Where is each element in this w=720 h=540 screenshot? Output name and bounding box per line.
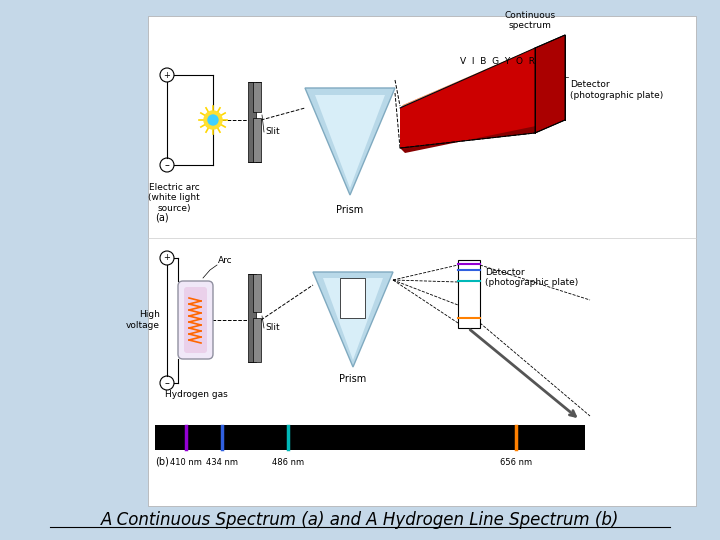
Polygon shape: [313, 272, 393, 367]
Text: 656 nm: 656 nm: [500, 458, 532, 467]
Text: Prism: Prism: [336, 205, 364, 215]
Polygon shape: [402, 37, 561, 106]
Text: Electric arc
(white light
source): Electric arc (white light source): [148, 183, 200, 213]
FancyBboxPatch shape: [184, 287, 207, 353]
FancyBboxPatch shape: [178, 281, 213, 359]
Bar: [253, 118, 261, 162]
Bar: [148, 16, 696, 506]
Text: –: –: [165, 378, 169, 388]
Bar: [253, 82, 261, 112]
Polygon shape: [400, 48, 535, 148]
Text: Continuous
spectrum: Continuous spectrum: [505, 11, 556, 30]
Polygon shape: [402, 35, 565, 105]
Text: 410 nm: 410 nm: [170, 458, 202, 467]
Polygon shape: [401, 43, 548, 107]
Text: +: +: [163, 71, 171, 79]
Text: –: –: [165, 160, 169, 170]
Text: High
voltage: High voltage: [126, 310, 160, 330]
Text: Prism: Prism: [339, 374, 366, 384]
Text: Hydrogen gas: Hydrogen gas: [165, 390, 228, 399]
Text: (b): (b): [155, 457, 169, 467]
Text: Detector
(photographic plate): Detector (photographic plate): [570, 80, 663, 100]
Bar: [155, 425, 585, 450]
Polygon shape: [323, 278, 383, 360]
Polygon shape: [402, 39, 557, 106]
Bar: [340, 278, 365, 318]
Text: V  I  B  G  Y  O  R: V I B G Y O R: [460, 57, 535, 65]
Circle shape: [204, 111, 222, 129]
Polygon shape: [305, 88, 395, 195]
Polygon shape: [400, 44, 544, 107]
Circle shape: [208, 115, 218, 125]
Text: (a): (a): [155, 212, 168, 222]
Polygon shape: [400, 120, 565, 153]
Polygon shape: [401, 40, 552, 107]
Polygon shape: [400, 46, 539, 108]
Text: A Continuous Spectrum (a) and A Hydrogen Line Spectrum (b): A Continuous Spectrum (a) and A Hydrogen…: [101, 511, 619, 529]
Text: +: +: [163, 253, 171, 262]
Bar: [458, 260, 480, 328]
Polygon shape: [535, 35, 565, 133]
Text: Slit: Slit: [265, 323, 279, 333]
Bar: [253, 318, 261, 362]
Text: Arc: Arc: [218, 256, 233, 265]
Bar: [248, 274, 256, 362]
Bar: [253, 274, 261, 312]
Text: Detector
(photographic plate): Detector (photographic plate): [485, 268, 578, 287]
Polygon shape: [315, 95, 385, 188]
Text: Slit: Slit: [265, 127, 279, 137]
Text: 434 nm: 434 nm: [206, 458, 238, 467]
Bar: [248, 82, 256, 162]
Text: 486 nm: 486 nm: [272, 458, 305, 467]
